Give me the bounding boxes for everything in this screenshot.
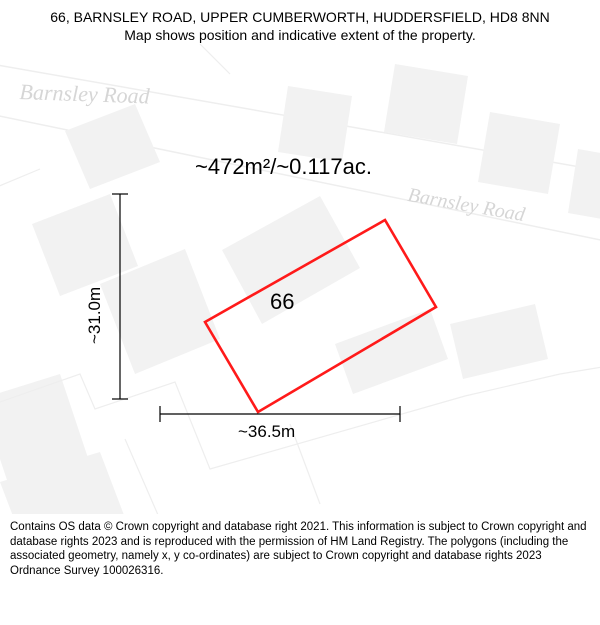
property-map: Barnsley Road Barnsley Road ~472m²/~0.11… bbox=[0, 44, 600, 514]
width-dimension-label: ~36.5m bbox=[238, 422, 295, 442]
header: 66, BARNSLEY ROAD, UPPER CUMBERWORTH, HU… bbox=[0, 0, 600, 44]
page-title: 66, BARNSLEY ROAD, UPPER CUMBERWORTH, HU… bbox=[10, 8, 590, 26]
copyright-footer: Contains OS data © Crown copyright and d… bbox=[0, 514, 600, 588]
property-number: 66 bbox=[270, 289, 294, 315]
area-measurement: ~472m²/~0.117ac. bbox=[195, 154, 372, 180]
height-dimension-label: ~31.0m bbox=[85, 287, 105, 344]
map-svg bbox=[0, 44, 600, 514]
road-label-upper: Barnsley Road bbox=[19, 79, 150, 110]
page-subtitle: Map shows position and indicative extent… bbox=[10, 26, 590, 44]
